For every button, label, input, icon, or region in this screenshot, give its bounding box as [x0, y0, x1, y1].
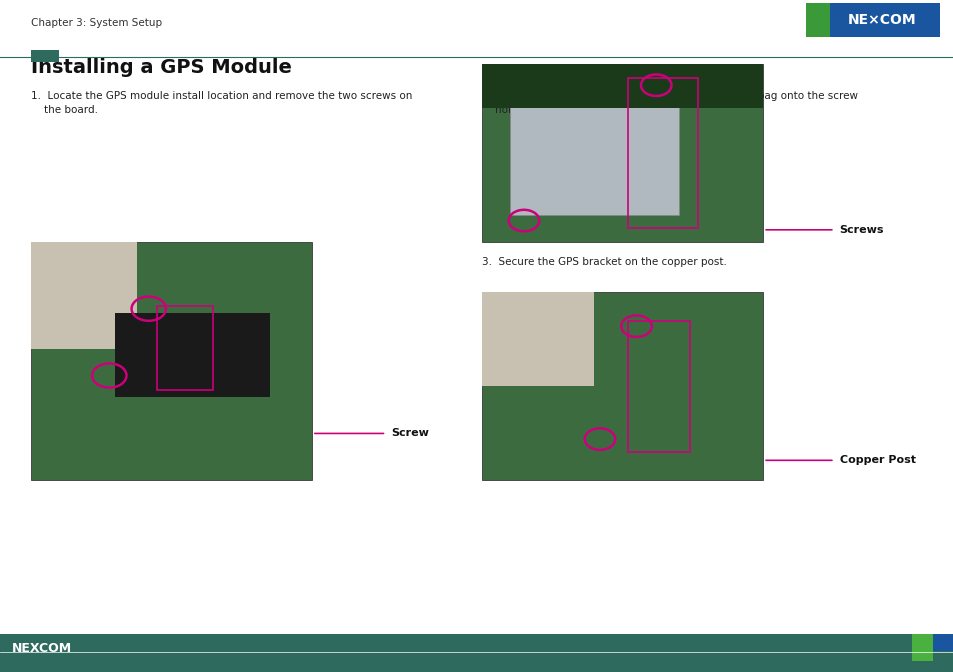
Text: NISE 3600E Series User Manual: NISE 3600E Series User Manual [790, 660, 923, 669]
Bar [30, 242, 312, 480]
Bar [481, 64, 762, 108]
Bar [30, 242, 137, 349]
Text: 1.  Locate the GPS module install location and remove the two screws on
    the : 1. Locate the GPS module install locatio… [30, 91, 412, 115]
Bar [481, 64, 762, 242]
Text: 52: 52 [469, 659, 484, 669]
Bar [627, 321, 689, 452]
Bar [481, 292, 762, 480]
Text: NE×COM: NE×COM [847, 13, 916, 27]
Text: Copper Post: Copper Post [839, 456, 915, 465]
Bar [0, 634, 953, 672]
Text: 3.  Secure the GPS bracket on the copper post.: 3. Secure the GPS bracket on the copper … [481, 257, 726, 267]
Text: NEXCOM: NEXCOM [11, 642, 71, 655]
Bar [911, 634, 932, 661]
Text: 2.  Fasten the copper post included in the accessory bag onto the screw
    hole: 2. Fasten the copper post included in th… [481, 91, 857, 115]
Bar [932, 634, 953, 651]
Bar [157, 306, 213, 390]
Text: Copyright © 2012 NEXCOM International Co., Ltd. All Rights Reserved.: Copyright © 2012 NEXCOM International Co… [30, 660, 326, 669]
Bar [805, 3, 939, 37]
Bar [481, 292, 594, 386]
Bar [114, 313, 270, 397]
Bar [627, 78, 698, 228]
Bar [30, 50, 59, 62]
Bar [805, 3, 829, 37]
Text: Screws: Screws [839, 225, 883, 235]
Text: Chapter 3: System Setup: Chapter 3: System Setup [30, 18, 161, 28]
Bar [509, 99, 679, 215]
Text: Screw: Screw [391, 429, 429, 438]
Text: Installing a GPS Module: Installing a GPS Module [30, 58, 291, 77]
